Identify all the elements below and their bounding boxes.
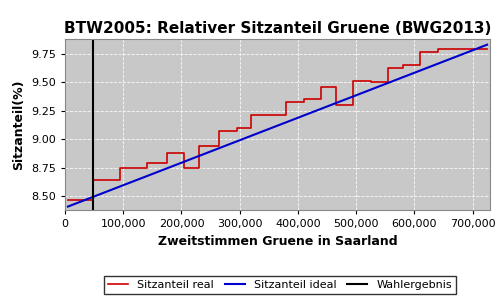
Sitzanteil real xyxy=(283,100,289,103)
Sitzanteil ideal xyxy=(474,47,480,50)
Sitzanteil real xyxy=(118,166,124,169)
Sitzanteil real xyxy=(164,151,170,155)
Sitzanteil real xyxy=(332,85,338,89)
Sitzanteil real xyxy=(216,144,222,148)
Sitzanteil real xyxy=(350,103,356,107)
Sitzanteil real xyxy=(400,63,406,67)
Sitzanteil real xyxy=(434,50,440,53)
Sitzanteil real xyxy=(196,144,202,148)
Sitzanteil real xyxy=(196,166,202,169)
Sitzanteil real xyxy=(484,47,490,51)
Legend: Sitzanteil real, Sitzanteil ideal, Wahlergebnis: Sitzanteil real, Sitzanteil ideal, Wahle… xyxy=(104,276,457,294)
Sitzanteil real xyxy=(144,166,150,169)
Sitzanteil real xyxy=(234,130,239,133)
Sitzanteil real xyxy=(385,66,391,69)
Sitzanteil real xyxy=(248,126,254,130)
Sitzanteil real xyxy=(164,161,170,165)
Sitzanteil real xyxy=(368,80,374,84)
Sitzanteil real xyxy=(417,50,423,53)
Sitzanteil real xyxy=(368,80,374,83)
Sitzanteil real xyxy=(318,98,324,101)
Sitzanteil real xyxy=(449,47,455,51)
Sitzanteil real xyxy=(266,114,272,117)
Y-axis label: Sitzanteil(%): Sitzanteil(%) xyxy=(12,79,26,170)
Sitzanteil ideal xyxy=(266,127,272,130)
Sitzanteil real xyxy=(466,47,472,51)
Sitzanteil real xyxy=(449,47,455,51)
X-axis label: Zweitstimmen Gruene in Saarland: Zweitstimmen Gruene in Saarland xyxy=(158,235,398,248)
Sitzanteil ideal xyxy=(314,108,320,112)
Line: Sitzanteil ideal: Sitzanteil ideal xyxy=(68,45,487,207)
Sitzanteil real xyxy=(300,98,306,101)
Sitzanteil real xyxy=(318,85,324,89)
Sitzanteil real xyxy=(248,114,254,117)
Sitzanteil real xyxy=(182,166,188,169)
Title: BTW2005: Relativer Sitzanteil Gruene (BWG2013): BTW2005: Relativer Sitzanteil Gruene (BW… xyxy=(64,21,491,36)
Sitzanteil real xyxy=(417,63,423,67)
Sitzanteil ideal xyxy=(65,205,71,208)
Sitzanteil real xyxy=(65,198,71,202)
Sitzanteil real xyxy=(283,114,289,117)
Sitzanteil real xyxy=(144,161,150,165)
Sitzanteil real xyxy=(434,47,440,51)
Sitzanteil real xyxy=(234,126,239,130)
Sitzanteil real xyxy=(350,80,356,83)
Sitzanteil real xyxy=(385,80,391,84)
Sitzanteil real xyxy=(90,178,96,182)
Sitzanteil real xyxy=(466,47,472,51)
Sitzanteil ideal xyxy=(408,72,414,76)
Sitzanteil real xyxy=(216,130,222,133)
Sitzanteil real xyxy=(300,100,306,103)
Sitzanteil real xyxy=(182,151,188,155)
Sitzanteil real xyxy=(400,66,406,69)
Sitzanteil ideal xyxy=(292,117,298,121)
Sitzanteil real xyxy=(118,178,124,182)
Sitzanteil ideal xyxy=(484,43,490,46)
Sitzanteil ideal xyxy=(264,128,270,131)
Line: Sitzanteil real: Sitzanteil real xyxy=(68,49,487,200)
Sitzanteil real xyxy=(90,198,96,202)
Sitzanteil real xyxy=(332,103,338,107)
Sitzanteil real xyxy=(266,114,272,117)
